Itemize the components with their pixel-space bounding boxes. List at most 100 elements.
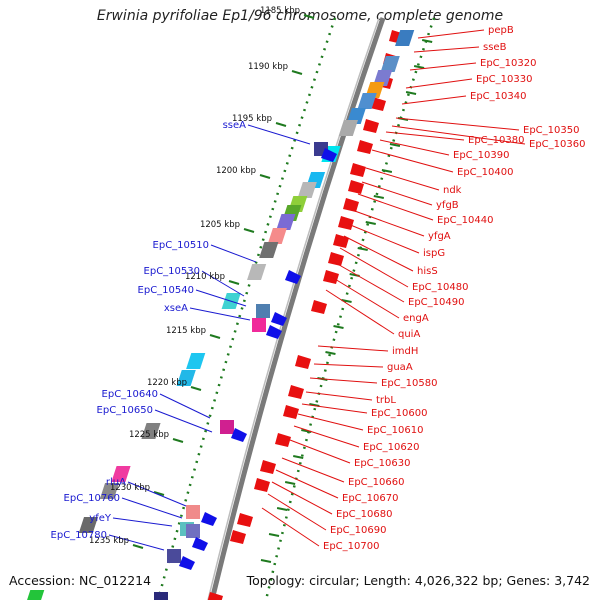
right-gene-label: EpC_10660 bbox=[348, 477, 404, 488]
reverse-gene-arrow bbox=[266, 325, 282, 339]
gene-box bbox=[267, 228, 287, 244]
gene-box bbox=[259, 242, 279, 258]
gene-features bbox=[25, 30, 415, 600]
scale-label: 1195 kbp bbox=[232, 114, 272, 124]
scale-label: 1200 kbp bbox=[216, 166, 256, 176]
left-leader bbox=[195, 289, 247, 307]
right-leader bbox=[365, 167, 440, 191]
ring-tick bbox=[365, 221, 376, 225]
reverse-gene-box bbox=[186, 524, 200, 538]
right-leader bbox=[317, 345, 389, 352]
reverse-gene-arrow bbox=[179, 556, 195, 570]
left-leader bbox=[127, 481, 187, 507]
right-leader bbox=[417, 29, 485, 39]
left-leader bbox=[159, 393, 211, 419]
scale-label: 1230 kbp bbox=[110, 483, 150, 493]
right-leader bbox=[333, 261, 405, 303]
right-gene-label: EpC_10700 bbox=[323, 541, 379, 552]
gene-box bbox=[297, 182, 317, 198]
right-gene-label: EpC_10340 bbox=[470, 91, 526, 102]
left-leader bbox=[121, 497, 183, 519]
scale-tick bbox=[132, 544, 144, 549]
right-gene-label: EpC_10620 bbox=[363, 442, 419, 453]
right-gene-label: EpC_10360 bbox=[529, 139, 585, 150]
reverse-gene-arrow bbox=[285, 270, 301, 284]
scale-label: 1210 kbp bbox=[185, 272, 225, 282]
scale-tick bbox=[190, 386, 202, 391]
left-gene-label: EpC_10760 bbox=[64, 493, 120, 504]
scale-label: 1225 kbp bbox=[129, 430, 169, 440]
scale-tick bbox=[209, 334, 221, 339]
forward-gene-arrow bbox=[357, 140, 373, 154]
left-leader bbox=[210, 244, 257, 263]
outer-tick-ring bbox=[156, 17, 337, 600]
left-leader bbox=[189, 307, 251, 321]
reverse-gene-arrow bbox=[271, 312, 287, 326]
ring-tick bbox=[373, 195, 385, 199]
right-gene-label: EpC_10680 bbox=[336, 509, 392, 520]
right-gene-label: EpC_10320 bbox=[480, 58, 536, 69]
right-leader bbox=[325, 289, 395, 335]
scale-tick bbox=[259, 174, 271, 179]
scale-tick bbox=[243, 228, 255, 233]
left-gene-label: EpC_10640 bbox=[102, 389, 158, 400]
right-gene-label: EpC_10390 bbox=[453, 150, 509, 161]
right-leader bbox=[275, 469, 339, 499]
reverse-gene-box bbox=[220, 420, 234, 434]
right-leader bbox=[271, 481, 333, 515]
reverse-gene-box bbox=[167, 549, 181, 563]
right-gene-label: pepB bbox=[488, 25, 514, 36]
forward-gene-arrow bbox=[230, 530, 246, 544]
right-gene-label: yfgA bbox=[428, 231, 451, 242]
right-leader bbox=[385, 131, 465, 141]
scale-tick bbox=[275, 122, 287, 127]
right-leader bbox=[391, 125, 526, 145]
right-leader bbox=[313, 363, 384, 368]
right-leader bbox=[371, 149, 454, 173]
forward-gene-arrow bbox=[288, 385, 304, 399]
right-gene-label: sseB bbox=[483, 42, 507, 53]
left-gene-label: rluA bbox=[106, 477, 126, 488]
scale-tick bbox=[303, 14, 315, 19]
left-gene-label: EpC_10510 bbox=[153, 240, 209, 251]
left-gene-label: xseA bbox=[164, 303, 188, 314]
gene-box bbox=[276, 214, 296, 230]
forward-gene-arrow bbox=[275, 433, 291, 447]
right-gene-label: EpC_10330 bbox=[476, 74, 532, 85]
right-gene-label: trbL bbox=[376, 395, 396, 406]
right-gene-label: yfgB bbox=[436, 200, 459, 211]
gene-box bbox=[247, 264, 267, 280]
forward-gene-arrow bbox=[328, 252, 344, 266]
right-leader bbox=[379, 139, 450, 156]
right-gene-label: EpC_10490 bbox=[408, 297, 464, 308]
forward-gene-arrow bbox=[207, 592, 223, 600]
right-gene-label: EpC_10480 bbox=[412, 282, 468, 293]
right-gene-label: EpC_10580 bbox=[381, 378, 437, 389]
right-leader bbox=[289, 439, 351, 464]
left-gene-label: EpC_10650 bbox=[97, 405, 153, 416]
scale-tick bbox=[228, 280, 240, 285]
left-gene-label: EpC_10540 bbox=[138, 285, 194, 296]
right-leader bbox=[297, 413, 364, 431]
right-leader bbox=[357, 193, 434, 221]
right-gene-label: imdH bbox=[392, 346, 418, 357]
left-gene-label: yfeY bbox=[89, 513, 112, 524]
forward-gene-arrow bbox=[343, 198, 359, 212]
right-leader bbox=[351, 209, 425, 237]
right-gene-label: ispG bbox=[423, 248, 445, 259]
right-leader bbox=[329, 275, 400, 319]
right-leader bbox=[405, 78, 473, 89]
right-leader bbox=[395, 117, 520, 131]
right-gene-label: ndk bbox=[443, 185, 462, 196]
gene-box bbox=[25, 590, 45, 600]
gene-box bbox=[176, 370, 196, 386]
gene-labels: 1185 kbp 1190 kbp 1195 kbp 1200 kbp 1205 kbp… bbox=[51, 6, 586, 552]
left-leader bbox=[247, 124, 311, 145]
right-gene-label: EpC_10630 bbox=[354, 458, 410, 469]
right-leader bbox=[293, 425, 360, 448]
reverse-gene-box bbox=[252, 318, 266, 332]
gene-box bbox=[357, 93, 377, 109]
forward-gene-arrow bbox=[348, 180, 364, 194]
right-gene-label: EpC_10380 bbox=[468, 135, 524, 146]
left-gene-label: EpC_10530 bbox=[144, 266, 200, 277]
